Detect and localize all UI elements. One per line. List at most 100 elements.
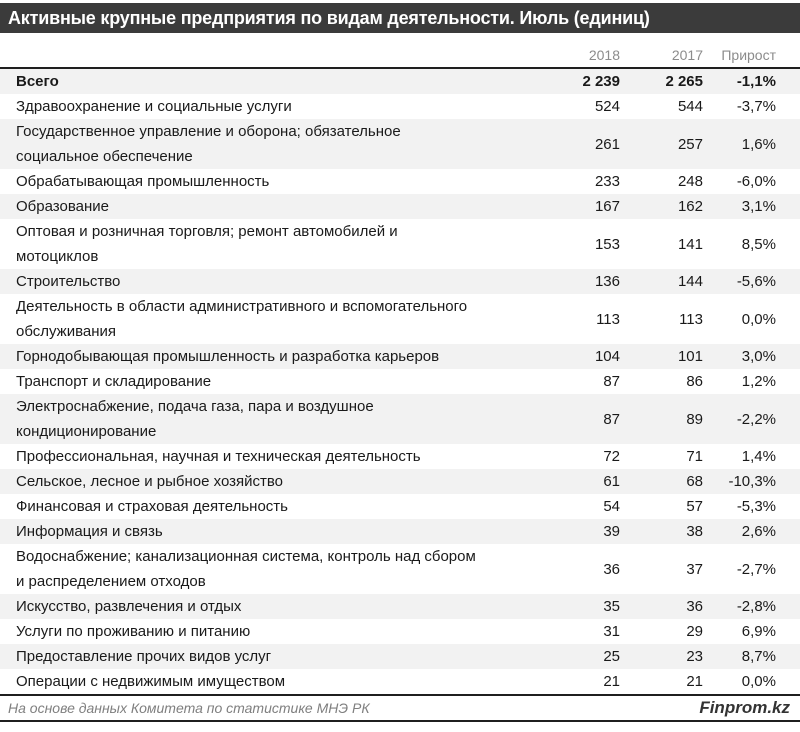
activity-label: Информация и связь [16, 523, 163, 540]
table-row: Сельское, лесное и рыбное хозяйство 61 68 -… [0, 469, 800, 494]
value-2017: 21 [686, 673, 703, 690]
value-2018: 39 [603, 523, 620, 540]
activity-label: Всего [16, 73, 59, 90]
activity-label: Услуги по проживанию и питанию [16, 623, 251, 640]
value-growth: 2,6% [741, 523, 776, 540]
value-2018: 54 [603, 498, 620, 515]
table-row: Образование 167 162 3,1% [0, 194, 800, 219]
table-row: Финансовая и страховая деятельность 54 57 -… [0, 494, 800, 519]
table-row: Предоставление прочих видов услуг 25 23 8,7… [0, 644, 800, 669]
table-row: Услуги по проживанию и питанию 31 29 6,9% [0, 619, 800, 644]
value-2018: 87 [603, 373, 620, 390]
activity-label: Искусство, развлечения и отдых [16, 598, 242, 615]
value-2017: 68 [686, 473, 703, 490]
value-2018: 61 [603, 473, 620, 490]
value-2018: 167 [594, 198, 620, 215]
table-row: Оптовая и розничная торговля; ремонт авт… [0, 219, 800, 269]
activity-label: Строительство [16, 273, 121, 290]
value-growth: 1,4% [741, 448, 776, 465]
value-2018: 153 [594, 235, 620, 253]
brand-logo: Finprom.kz [699, 698, 790, 717]
value-2017: 141 [677, 235, 703, 253]
value-growth: 1,6% [741, 135, 776, 153]
table-row: Транспорт и складирование 87 86 1,2% [0, 369, 800, 394]
activity-label: Государственное управление и оборона; об… [16, 123, 401, 165]
footer: На основе данных Комитета по статистике … [0, 694, 800, 722]
value-2017: 37 [686, 560, 703, 578]
value-growth: -5,3% [736, 498, 776, 515]
activity-label: Операции с недвижимым имуществом [16, 673, 286, 690]
value-growth: 8,5% [741, 235, 776, 253]
value-2017: 101 [677, 348, 703, 365]
column-header-2018: 2018 [588, 47, 620, 63]
table-row: Здравоохранение и социальные услуги 524 54… [0, 94, 800, 119]
value-2017: 2 265 [665, 73, 703, 90]
column-header-activity [0, 37, 550, 68]
table-row: Водоснабжение; канализационная система, … [0, 544, 800, 594]
value-2017: 29 [686, 623, 703, 640]
value-2018: 113 [596, 310, 620, 328]
value-2018: 524 [594, 98, 620, 115]
table-body: Всего 2 239 2 265 -1,1% Здравоохранение и со… [0, 68, 800, 694]
activity-label: Здравоохранение и социальные услуги [16, 98, 292, 115]
table-row: Электроснабжение, подача газа, пара и во… [0, 394, 800, 444]
table-row: Искусство, развлечения и отдых 35 36 -2,8% [0, 594, 800, 619]
value-2017: 23 [686, 648, 703, 665]
column-header-growth: Прирост [721, 47, 776, 63]
activity-label: Оптовая и розничная торговля; ремонт авт… [16, 223, 398, 265]
value-growth: -2,8% [736, 598, 776, 615]
activity-label: Сельское, лесное и рыбное хозяйство [16, 473, 284, 490]
enterprises-table: 2018 2017 Прирост Всего 2 239 2 265 -1,1% Зд… [0, 37, 800, 694]
value-growth: 0,0% [741, 673, 776, 690]
table-row: Горнодобывающая промышленность и разрабо… [0, 344, 800, 369]
value-2017: 162 [677, 198, 703, 215]
table-row: Деятельность в области административного… [0, 294, 800, 344]
activity-label: Профессиональная, научная и техническая … [16, 448, 421, 465]
value-growth: -2,7% [736, 560, 776, 578]
table-row: Информация и связь 39 38 2,6% [0, 519, 800, 544]
value-2017: 36 [686, 598, 703, 615]
value-2018: 72 [603, 448, 620, 465]
table-header-row: 2018 2017 Прирост [0, 37, 800, 68]
value-2017: 144 [677, 273, 703, 290]
table-row-total: Всего 2 239 2 265 -1,1% [0, 68, 800, 94]
value-2017: 71 [686, 448, 703, 465]
activity-label: Обрабатывающая промышленность [16, 173, 270, 190]
activity-label: Деятельность в области административного… [16, 298, 468, 340]
value-growth: -6,0% [736, 173, 776, 190]
value-growth: -5,6% [736, 273, 776, 290]
activity-label: Горнодобывающая промышленность и разрабо… [16, 348, 440, 365]
activity-label: Электроснабжение, подача газа, пара и во… [16, 398, 374, 440]
value-2017: 89 [686, 410, 703, 428]
value-growth: -10,3% [728, 473, 776, 490]
title-bar: Активные крупные предприятия по видам де… [0, 3, 800, 33]
value-2017: 57 [686, 498, 703, 515]
value-2017: 86 [686, 373, 703, 390]
activity-label: Образование [16, 198, 109, 215]
value-2017: 38 [686, 523, 703, 540]
value-2017: 257 [677, 135, 703, 153]
value-growth: 1,2% [741, 373, 776, 390]
value-2017: 248 [677, 173, 703, 190]
value-2018: 233 [594, 173, 620, 190]
value-growth: 3,0% [741, 348, 776, 365]
value-2018: 36 [603, 560, 620, 578]
table-row: Государственное управление и оборона; об… [0, 119, 800, 169]
activity-label: Финансовая и страховая деятельность [16, 498, 288, 515]
value-growth: 3,1% [741, 198, 776, 215]
value-growth: 8,7% [741, 648, 776, 665]
value-2018: 25 [603, 648, 620, 665]
column-header-2017: 2017 [671, 47, 703, 63]
value-growth: -3,7% [736, 98, 776, 115]
activity-label: Транспорт и складирование [16, 373, 212, 390]
table-row: Строительство 136 144 -5,6% [0, 269, 800, 294]
table-row: Операции с недвижимым имуществом 21 21 0,0% [0, 669, 800, 694]
table-row: Обрабатывающая промышленность 233 248 -6,0% [0, 169, 800, 194]
page-title: Активные крупные предприятия по видам де… [8, 8, 650, 28]
value-2017: 113 [679, 310, 703, 328]
activity-label: Предоставление прочих видов услуг [16, 648, 272, 665]
activity-label: Водоснабжение; канализационная система, … [16, 548, 476, 590]
value-2018: 104 [594, 348, 620, 365]
value-2018: 35 [603, 598, 620, 615]
value-2018: 2 239 [582, 73, 620, 90]
